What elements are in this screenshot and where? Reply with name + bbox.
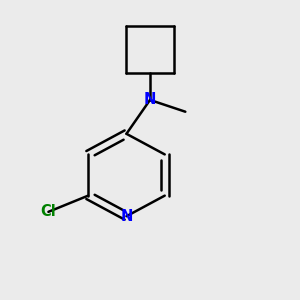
Text: Cl: Cl bbox=[40, 204, 56, 219]
Text: N: N bbox=[144, 92, 156, 107]
Text: N: N bbox=[120, 209, 133, 224]
